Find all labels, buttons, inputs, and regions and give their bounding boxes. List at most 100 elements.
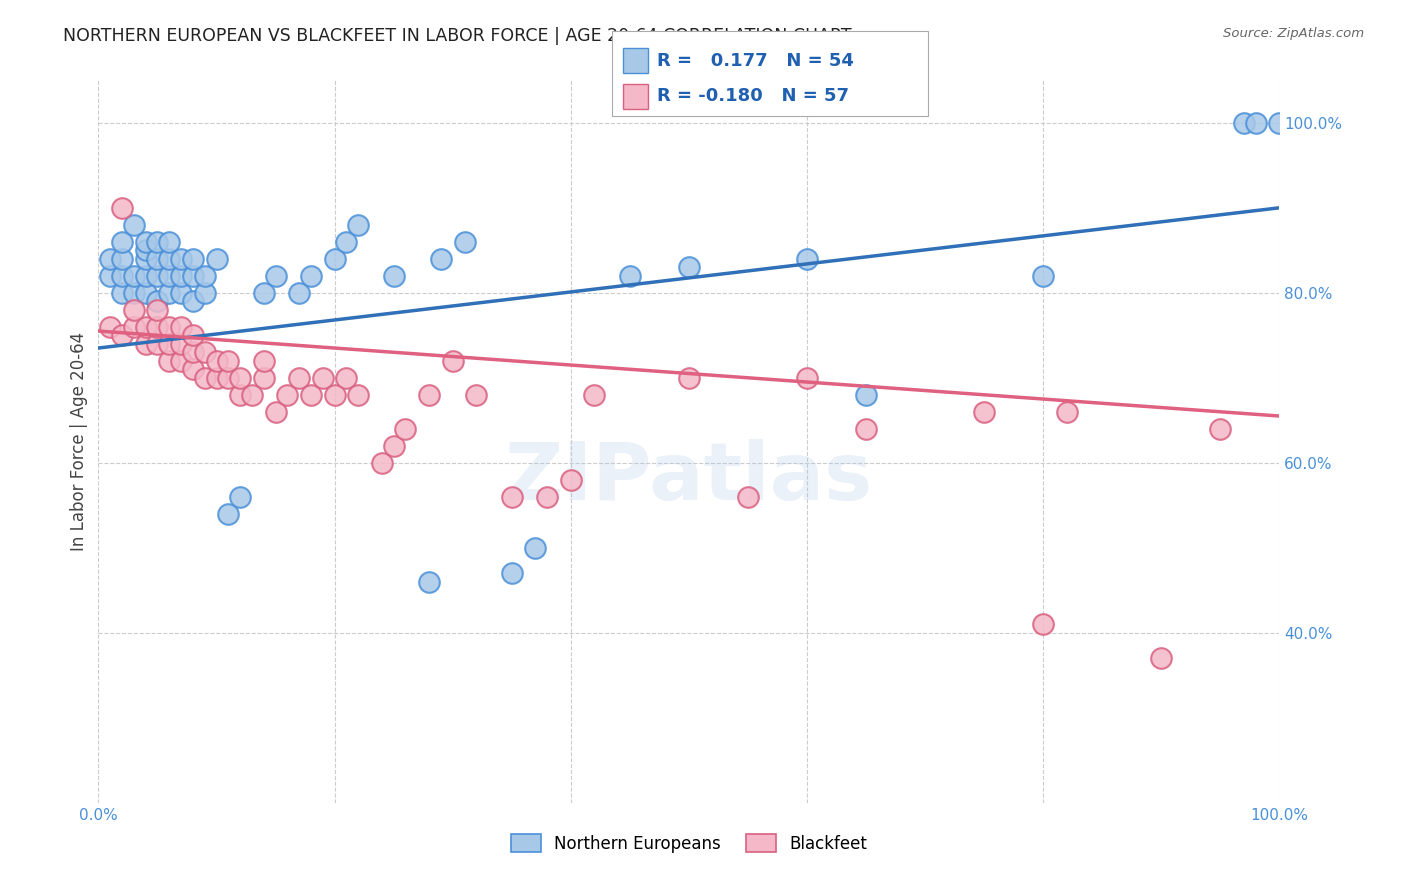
Point	[1032, 268, 1054, 283]
Y-axis label: In Labor Force | Age 20-64: In Labor Force | Age 20-64	[70, 332, 89, 551]
Point	[170, 319, 193, 334]
Point	[205, 371, 228, 385]
Point	[157, 235, 180, 249]
Point	[371, 456, 394, 470]
Point	[855, 422, 877, 436]
Point	[583, 388, 606, 402]
Point	[135, 336, 157, 351]
Point	[501, 490, 523, 504]
Point	[122, 302, 145, 317]
Point	[217, 353, 239, 368]
Point	[217, 507, 239, 521]
Point	[205, 252, 228, 266]
Point	[181, 252, 204, 266]
Point	[524, 541, 547, 555]
Point	[382, 439, 405, 453]
Point	[146, 252, 169, 266]
Point	[98, 319, 121, 334]
Point	[194, 371, 217, 385]
Point	[170, 285, 193, 300]
Point	[619, 268, 641, 283]
Point	[181, 362, 204, 376]
Point	[146, 268, 169, 283]
Point	[135, 252, 157, 266]
Point	[135, 235, 157, 249]
Text: R =   0.177   N = 54: R = 0.177 N = 54	[657, 52, 853, 70]
Point	[135, 319, 157, 334]
Point	[111, 328, 134, 343]
Point	[146, 302, 169, 317]
Point	[229, 371, 252, 385]
Text: NORTHERN EUROPEAN VS BLACKFEET IN LABOR FORCE | AGE 20-64 CORRELATION CHART: NORTHERN EUROPEAN VS BLACKFEET IN LABOR …	[63, 27, 852, 45]
Point	[1244, 116, 1267, 130]
Point	[157, 285, 180, 300]
Point	[146, 294, 169, 309]
Point	[170, 252, 193, 266]
Point	[122, 319, 145, 334]
Point	[157, 319, 180, 334]
Point	[347, 218, 370, 232]
Point	[157, 252, 180, 266]
Point	[394, 422, 416, 436]
Point	[240, 388, 263, 402]
Point	[229, 490, 252, 504]
Point	[170, 268, 193, 283]
Point	[678, 260, 700, 275]
Point	[264, 405, 287, 419]
Point	[1032, 617, 1054, 632]
Point	[111, 285, 134, 300]
Point	[737, 490, 759, 504]
Point	[253, 353, 276, 368]
Point	[122, 268, 145, 283]
Point	[1056, 405, 1078, 419]
Point	[194, 268, 217, 283]
Point	[796, 371, 818, 385]
Point	[264, 268, 287, 283]
Point	[855, 388, 877, 402]
Point	[111, 252, 134, 266]
Point	[170, 353, 193, 368]
Point	[194, 345, 217, 359]
Point	[98, 268, 121, 283]
Point	[382, 268, 405, 283]
Point	[678, 371, 700, 385]
Point	[299, 268, 322, 283]
Point	[973, 405, 995, 419]
Point	[135, 244, 157, 258]
Point	[146, 319, 169, 334]
Point	[299, 388, 322, 402]
Point	[157, 353, 180, 368]
Point	[347, 388, 370, 402]
Point	[1268, 116, 1291, 130]
Point	[122, 218, 145, 232]
Point	[135, 268, 157, 283]
Point	[430, 252, 453, 266]
Point	[205, 353, 228, 368]
Point	[135, 285, 157, 300]
Point	[288, 371, 311, 385]
Text: ZIPatlas: ZIPatlas	[505, 439, 873, 516]
Point	[1209, 422, 1232, 436]
Point	[276, 388, 298, 402]
Point	[1150, 651, 1173, 665]
Point	[418, 388, 440, 402]
Point	[253, 285, 276, 300]
Point	[229, 388, 252, 402]
Point	[98, 252, 121, 266]
Text: R = -0.180   N = 57: R = -0.180 N = 57	[657, 87, 849, 105]
Point	[217, 371, 239, 385]
Point	[796, 252, 818, 266]
Point	[181, 294, 204, 309]
Point	[181, 268, 204, 283]
Point	[157, 336, 180, 351]
Point	[465, 388, 488, 402]
Point	[441, 353, 464, 368]
Point	[453, 235, 475, 249]
Legend: Northern Europeans, Blackfeet: Northern Europeans, Blackfeet	[505, 828, 873, 860]
Point	[181, 345, 204, 359]
Point	[560, 473, 582, 487]
Point	[323, 388, 346, 402]
Point	[1233, 116, 1256, 130]
Point	[111, 235, 134, 249]
Point	[253, 371, 276, 385]
